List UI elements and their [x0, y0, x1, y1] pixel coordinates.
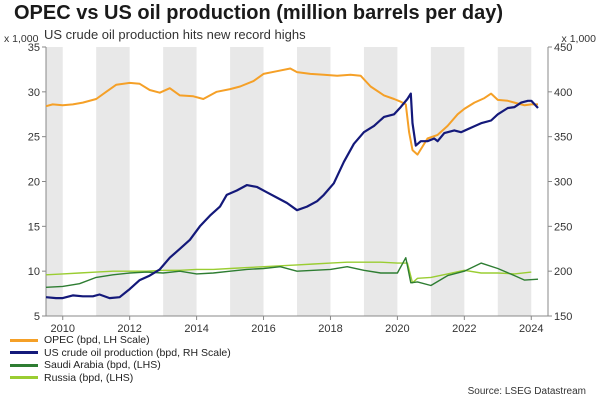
- legend-swatch-opec: [10, 338, 38, 342]
- x-tick-label-2010: 2010: [50, 323, 74, 335]
- source-note: Source: LSEG Datastream: [467, 386, 586, 397]
- right-tick-label-450: 450: [554, 42, 572, 54]
- x-tick-label-2014: 2014: [184, 323, 208, 335]
- left-axis-unit: x 1,000: [4, 33, 39, 45]
- shade-band-0: [46, 47, 63, 316]
- left-tick-label-35: 35: [28, 42, 40, 54]
- legend-item-us: US crude oil production (bpd, RH Scale): [10, 347, 231, 360]
- legend-item-saudi: Saudi Arabia (bpd, (LHS): [10, 359, 231, 372]
- series-line-2: [45, 257, 539, 288]
- x-tick-label-2016: 2016: [251, 323, 275, 335]
- left-tick-label-25: 25: [28, 132, 40, 144]
- right-tick-label-150: 150: [554, 311, 572, 323]
- series-line-1: [45, 92, 539, 300]
- shade-band-4: [297, 47, 331, 316]
- chart-title: OPEC vs US oil production (million barre…: [14, 2, 503, 24]
- year-shading: [46, 47, 532, 316]
- legend-label-saudi: Saudi Arabia (bpd, (LHS): [44, 359, 161, 372]
- legend-swatch-saudi: [10, 363, 38, 367]
- axes: 5 10 15 20 25 30 35 150 200 250 300 350 400 450 2010 20…: [28, 42, 573, 335]
- series-line-0: [45, 67, 538, 156]
- chart-subtitle: US crude oil production hits new record …: [44, 27, 306, 42]
- left-tick-label-30: 30: [28, 87, 40, 99]
- right-tick-label-350: 350: [554, 132, 572, 144]
- legend-label-russia: Russia (bpd, (LHS): [44, 371, 134, 384]
- chart-canvas: 5 10 15 20 25 30 35 150 200 250 300 350 400 450 2010 20…: [4, 33, 597, 335]
- x-tick-label-2020: 2020: [385, 323, 409, 335]
- series-lines: [45, 67, 539, 300]
- legend-swatch-us: [10, 351, 38, 355]
- left-tick-label-15: 15: [28, 221, 40, 233]
- legend-item-opec: OPEC (bpd, LH Scale): [10, 334, 231, 347]
- legend-swatch-russia: [10, 376, 38, 380]
- right-tick-label-300: 300: [554, 177, 572, 189]
- left-tick-label-5: 5: [34, 311, 40, 323]
- x-tick-label-2024: 2024: [519, 323, 543, 335]
- right-axis-unit: x 1,000: [562, 33, 597, 45]
- right-tick-label-200: 200: [554, 266, 572, 278]
- x-tick-label-2022: 2022: [452, 323, 476, 335]
- legend: OPEC (bpd, LH Scale) US crude oil produc…: [10, 334, 231, 384]
- legend-item-russia: Russia (bpd, (LHS): [10, 372, 231, 385]
- right-tick-label-400: 400: [554, 87, 572, 99]
- legend-label-opec: OPEC (bpd, LH Scale): [44, 334, 150, 347]
- x-tick-label-2018: 2018: [318, 323, 342, 335]
- legend-label-us: US crude oil production (bpd, RH Scale): [44, 346, 231, 359]
- shade-band-2: [163, 47, 197, 316]
- series-line-3: [45, 261, 532, 284]
- left-tick-label-10: 10: [28, 266, 40, 278]
- shade-band-5: [363, 47, 398, 316]
- x-tick-label-2012: 2012: [117, 323, 141, 335]
- left-tick-label-20: 20: [28, 177, 40, 189]
- right-tick-label-250: 250: [554, 221, 572, 233]
